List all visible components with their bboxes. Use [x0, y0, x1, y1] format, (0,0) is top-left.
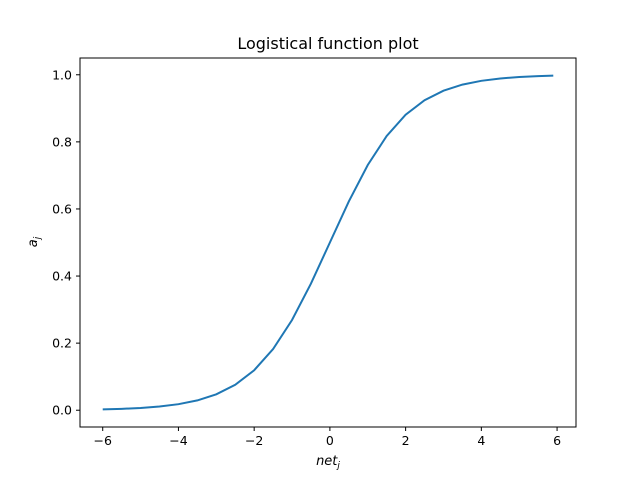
x-tick-label: 4: [477, 433, 485, 448]
logistic-curve-line: [102, 74, 554, 411]
y-axis-label-base: a: [26, 239, 41, 247]
y-axis-ticks: 0.0 0.2 0.4 0.6 0.8 1.0: [52, 67, 80, 418]
y-tick-label: 0.2: [52, 336, 72, 351]
chart-title: Logistical function plot: [237, 34, 418, 53]
x-tick-label: −4: [169, 433, 187, 448]
y-tick-label: 0.0: [52, 403, 72, 418]
x-axis-ticks: −6 −4 −2 0 2 4 6: [93, 427, 561, 448]
y-axis-label: aj: [26, 236, 43, 247]
x-tick-label: −2: [245, 433, 263, 448]
x-axis-label: netj: [316, 454, 340, 471]
x-tick-label: 2: [402, 433, 410, 448]
y-tick-label: 0.4: [52, 269, 72, 284]
x-tick-label: −6: [93, 433, 111, 448]
x-tick-label: 6: [553, 433, 561, 448]
y-axis-label-subscript: j: [33, 236, 43, 241]
x-axis-label-base: net: [316, 454, 338, 469]
y-tick-label: 0.6: [52, 201, 72, 216]
x-axis-label-subscript: j: [335, 461, 340, 471]
x-tick-label: 0: [326, 433, 334, 448]
y-tick-label: 1.0: [52, 67, 72, 82]
plot-area-frame: [79, 57, 577, 428]
y-tick-label: 0.8: [52, 134, 72, 149]
